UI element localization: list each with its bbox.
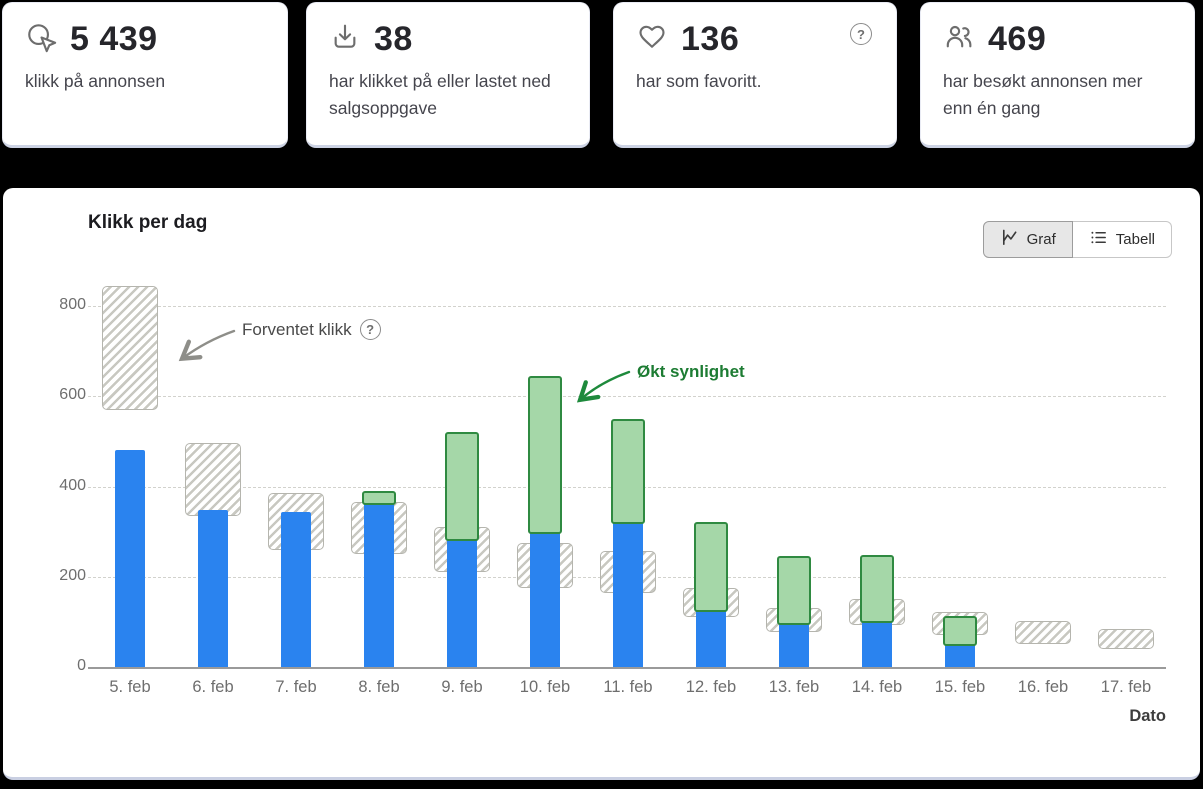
expected-clicks-bar-17feb[interactable] (1098, 628, 1154, 650)
stat-label-clicks: klikk på annonsen (25, 71, 166, 91)
boost-bar-9feb[interactable] (445, 432, 479, 542)
stat-value-clicks: 5 439 (70, 20, 158, 58)
stat-label-returning: har besøkt annonsen mer enn én gang (943, 71, 1143, 119)
clicks-bar-6feb[interactable] (198, 510, 228, 667)
expected-clicks-bar-5feb[interactable] (102, 285, 158, 410)
users-icon (943, 21, 975, 58)
x-tick-label-10feb: 10. feb (519, 678, 571, 696)
clicks-per-day-chart: Forventet klikk ? Økt synlighet Dato 0 20… (3, 188, 1200, 777)
expected-clicks-help-icon[interactable]: ? (359, 319, 381, 340)
tabell-button-label: Tabell (1115, 231, 1155, 248)
stat-card-clicks: 5 439 klikk på annonsen (2, 2, 288, 148)
x-tick-label-11feb: 11. feb (603, 678, 653, 696)
y-tick-label-800: 800 (59, 296, 86, 313)
line-chart-icon (1000, 228, 1019, 251)
clicks-bar-15feb[interactable] (945, 641, 975, 667)
x-tick-label-15feb: 15. feb (934, 678, 986, 696)
stat-card-downloads: 38 har klikket på eller lastet ned salgs… (306, 2, 590, 148)
boost-bar-12feb[interactable] (694, 522, 728, 612)
stat-card-returning-visitors: 469 har besøkt annonsen mer enn én gang (920, 2, 1195, 148)
stat-card-favorites: 136 har som favoritt. ? (613, 2, 897, 148)
clicks-bar-12feb[interactable] (696, 607, 726, 667)
download-icon (329, 21, 361, 58)
clicks-bar-14feb[interactable] (862, 618, 892, 667)
graf-view-button[interactable]: Graf (982, 221, 1073, 258)
tabell-view-button[interactable]: Tabell (1072, 221, 1172, 258)
list-icon (1089, 228, 1108, 251)
x-tick-label-8feb: 8. feb (358, 678, 400, 696)
boost-bar-10feb[interactable] (528, 375, 562, 535)
boost-bar-13feb[interactable] (777, 555, 811, 625)
y-tick-label-400: 400 (59, 476, 86, 494)
y-tick-label-0: 0 (77, 657, 86, 674)
view-toggle: Graf Tabell (982, 221, 1172, 258)
x-tick-label-7feb: 7. feb (275, 678, 317, 696)
clicks-bar-8feb[interactable] (364, 500, 394, 667)
clicks-bar-9feb[interactable] (447, 537, 477, 667)
x-tick-label-6feb: 6. feb (192, 678, 234, 696)
x-tick-label-9feb: 9. feb (441, 678, 483, 696)
graf-button-label: Graf (1026, 231, 1056, 248)
y-tick-label-200: 200 (59, 566, 86, 584)
expected-clicks-annotation-label: Forventet klikk (242, 319, 352, 339)
x-axis-line (88, 667, 1166, 669)
clicks-bar-7feb[interactable] (281, 511, 311, 667)
gridline-600 (88, 396, 1166, 398)
x-tick-label-14feb: 14. feb (851, 678, 903, 696)
stat-value-favorites: 136 (681, 20, 740, 58)
x-tick-label-5feb: 5. feb (109, 678, 151, 696)
boost-bar-11feb[interactable] (611, 419, 645, 525)
clicks-bar-5feb[interactable] (115, 450, 145, 667)
x-tick-label-17feb: 17. feb (1100, 678, 1152, 696)
stat-label-downloads: har klikket på eller lastet ned salgsopp… (329, 71, 551, 119)
clicks-per-day-panel: Klikk per dag Graf Tabell (3, 188, 1200, 780)
boost-arrow (576, 370, 631, 403)
x-tick-label-12feb: 12. feb (685, 678, 737, 696)
boost-bar-15feb[interactable] (943, 616, 977, 646)
stat-label-favorites: har som favoritt. (636, 71, 762, 91)
clicks-bar-13feb[interactable] (779, 620, 809, 667)
expected-clicks-bar-16feb[interactable] (1015, 620, 1071, 644)
favorites-help-icon[interactable]: ? (850, 23, 872, 45)
clicks-bar-11feb[interactable] (613, 520, 643, 667)
heart-icon (636, 21, 668, 58)
stat-value-returning: 469 (988, 20, 1047, 58)
expected-clicks-arrow (178, 329, 236, 362)
boost-bar-14feb[interactable] (860, 554, 894, 623)
expected-clicks-bar-6feb[interactable] (185, 442, 241, 516)
x-axis-title: Dato (1129, 707, 1166, 725)
boost-annotation-label: Økt synlighet (637, 362, 745, 381)
y-tick-label-600: 600 (59, 386, 86, 404)
boost-bar-8feb[interactable] (362, 491, 396, 505)
clicks-bar-10feb[interactable] (530, 530, 560, 667)
expected-clicks-annotation: Forventet klikk ? (242, 319, 381, 340)
x-tick-label-16feb: 16. feb (1017, 678, 1069, 696)
gridline-800 (88, 306, 1166, 307)
cursor-click-icon (25, 21, 57, 58)
x-tick-label-13feb: 13. feb (768, 678, 820, 696)
stat-value-downloads: 38 (374, 20, 413, 58)
stats-row: 5 439 klikk på annonsen 38 har klikket p… (0, 2, 1203, 148)
boost-annotation: Økt synlighet (637, 362, 745, 382)
panel-title: Klikk per dag (88, 212, 208, 233)
